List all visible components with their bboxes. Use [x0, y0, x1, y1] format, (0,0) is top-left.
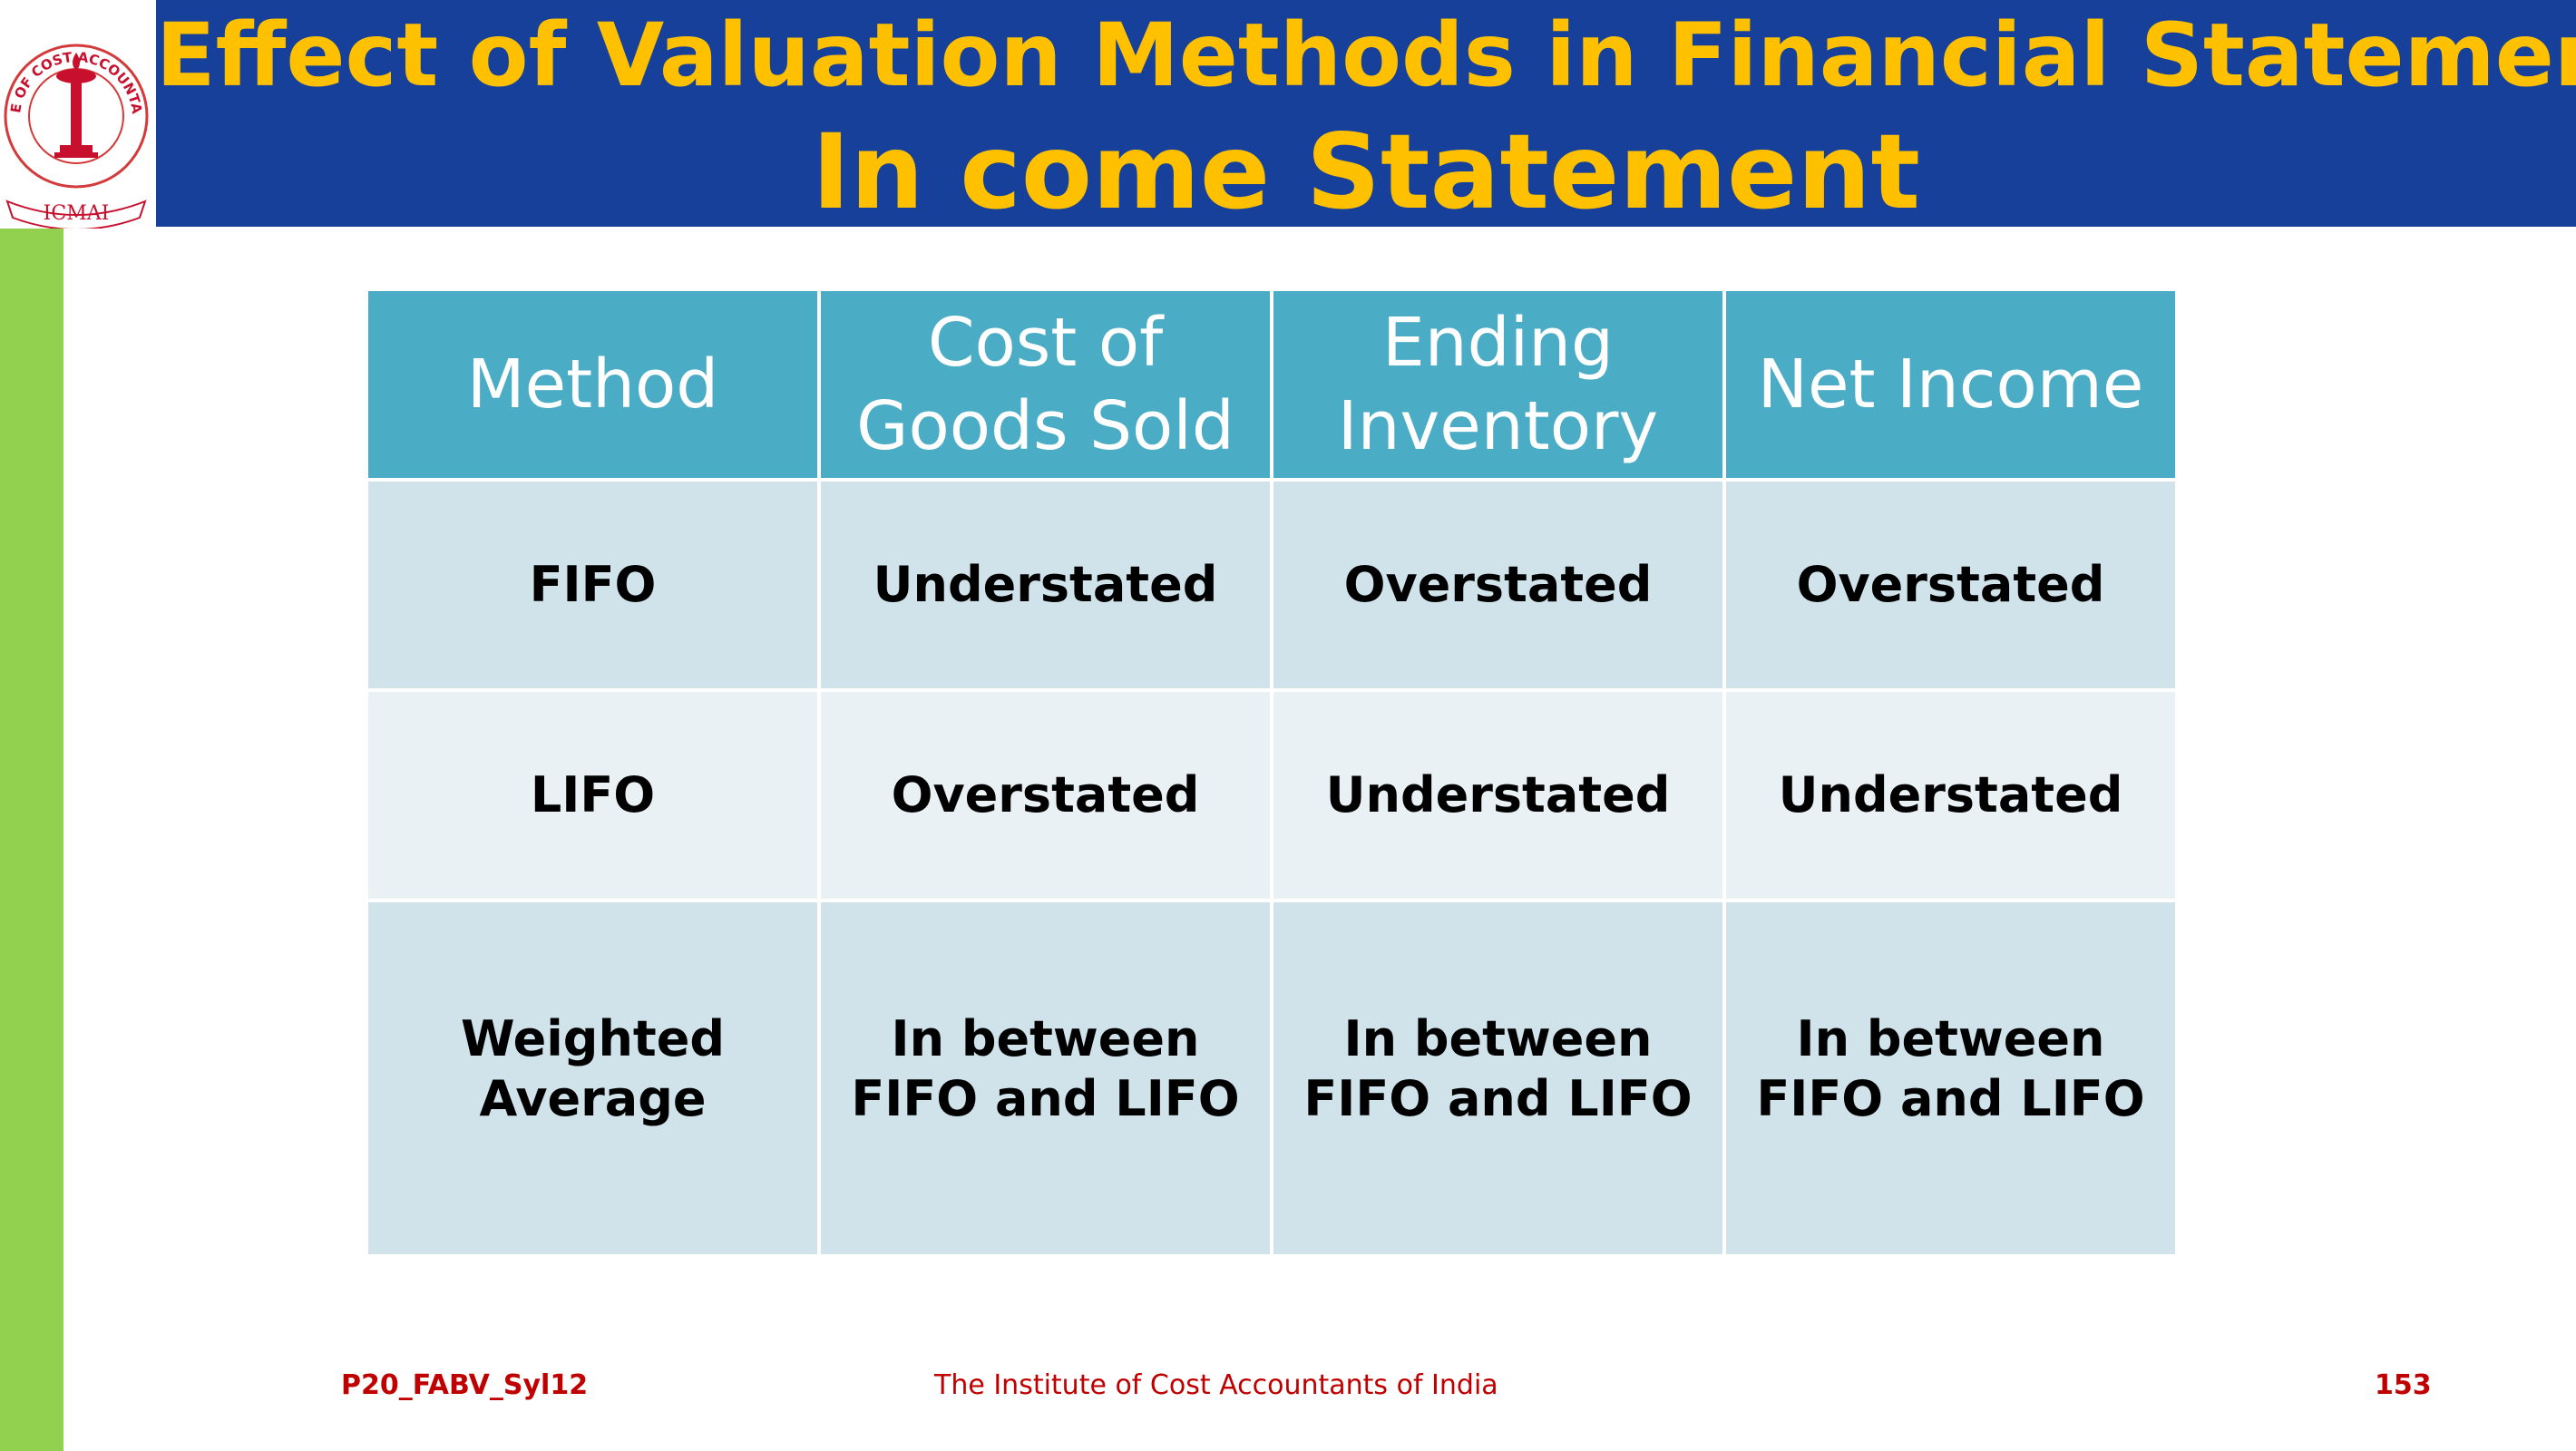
- footer-institute-name: The Institute of Cost Accountants of Ind…: [934, 1369, 1498, 1401]
- header-net-income: Net Income: [1722, 287, 2179, 482]
- seal-graphic: THE INSTITUTE OF COST ACCOUNTANTS OF IND…: [0, 0, 149, 229]
- svg-text:ICMAI: ICMAI: [44, 202, 110, 225]
- header-ending-inventory: Ending Inventory: [1270, 287, 1726, 482]
- header-method: Method: [365, 287, 821, 482]
- cell-method: Weighted Average: [365, 899, 821, 1258]
- footer-course-code: P20_FABV_Syl12: [341, 1369, 589, 1401]
- cell-net-income: Overstated: [1722, 478, 2179, 692]
- table-row: FIFO Understated Overstated Overstated: [365, 478, 2179, 692]
- table-row: LIFO Overstated Understated Understated: [365, 688, 2179, 902]
- cell-cogs: In between FIFO and LIFO: [817, 899, 1273, 1258]
- slide-title-line2: In come Statement: [811, 112, 1921, 232]
- table-row: Weighted Average In between FIFO and LIF…: [365, 899, 2179, 1258]
- footer-page-number: 153: [2375, 1369, 2432, 1401]
- cell-ending-inventory: Understated: [1270, 688, 1726, 902]
- cell-net-income: In between FIFO and LIFO: [1722, 899, 2179, 1258]
- table-header-row: Method Cost of Goods Sold Ending Invento…: [365, 287, 2179, 482]
- cell-cogs: Understated: [817, 478, 1273, 692]
- title-banner: Effect of Valuation Methods in Financial…: [156, 0, 2576, 227]
- cell-net-income: Understated: [1722, 688, 2179, 902]
- slide-title-line1: Effect of Valuation Methods in Financial…: [156, 5, 2576, 106]
- cell-cogs: Overstated: [817, 688, 1273, 902]
- cell-ending-inventory: Overstated: [1270, 478, 1726, 692]
- institute-seal-icon: THE INSTITUTE OF COST ACCOUNTANTS OF IND…: [0, 0, 152, 229]
- cell-ending-inventory: In between FIFO and LIFO: [1270, 899, 1726, 1258]
- cell-method: FIFO: [365, 478, 821, 692]
- accent-bar: [0, 229, 63, 1451]
- cell-method: LIFO: [365, 688, 821, 902]
- header-cogs: Cost of Goods Sold: [817, 287, 1273, 482]
- valuation-methods-table: Method Cost of Goods Sold Ending Invento…: [365, 287, 2179, 1258]
